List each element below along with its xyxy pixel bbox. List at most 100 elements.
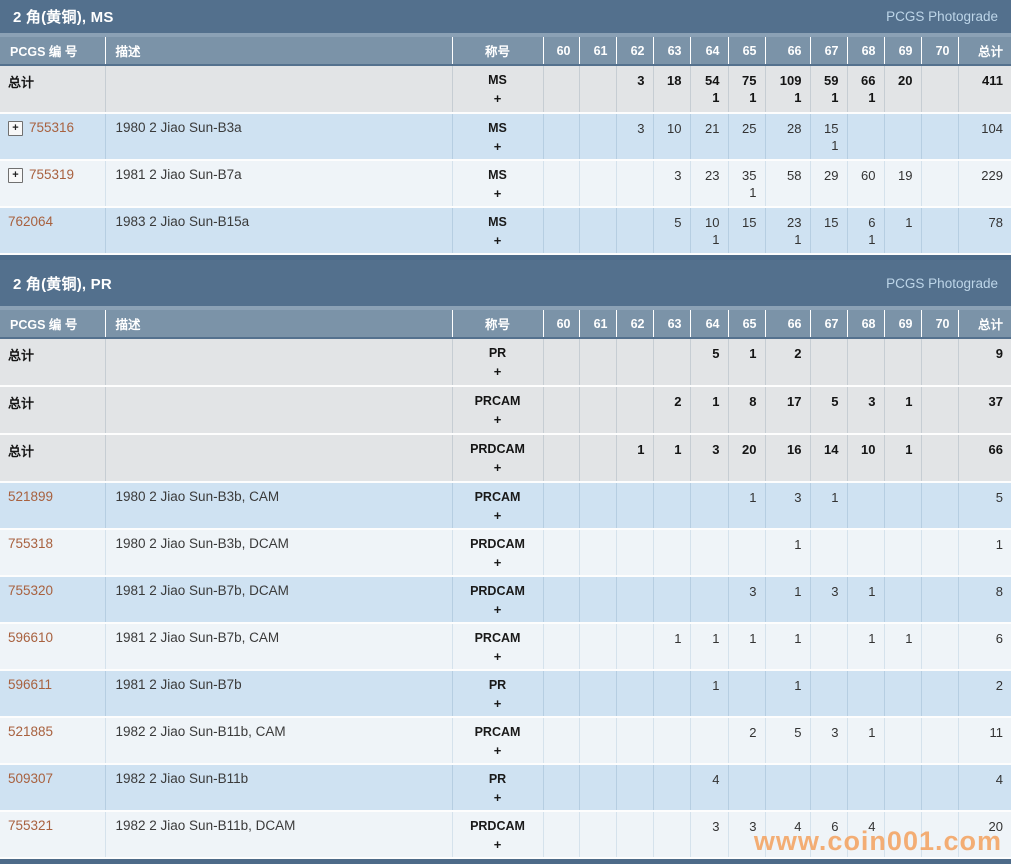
grade-cell-60 [543, 576, 580, 624]
pcgs-number-link[interactable]: 521899 [8, 489, 54, 504]
grade-value: 3 [712, 442, 720, 457]
grade-cell-63 [653, 717, 691, 765]
grade-cell-69 [884, 529, 922, 577]
grade-cell-64: 1 [690, 670, 729, 718]
grade-cell-68 [847, 113, 885, 161]
total-value: 66 [988, 442, 1003, 457]
grade-value: 3 [712, 819, 720, 834]
grade-cell-70 [921, 670, 959, 718]
designation-plus-label: + [493, 460, 502, 475]
designation-label: PRDCAM [470, 819, 525, 833]
total-cell: 9 [958, 338, 1011, 387]
grade-cell-70 [921, 338, 959, 387]
designation-label: MS [488, 73, 507, 87]
grade-value: 17 [787, 394, 802, 409]
column-header-grade-67: 67 [810, 37, 848, 66]
grade-cell-62 [616, 764, 654, 812]
column-header-pcgs-number: PCGS 编 号 [0, 310, 106, 339]
pcgs-number-link[interactable]: 596610 [8, 630, 54, 645]
grade-cell-61 [579, 670, 617, 718]
grade-cell-70 [921, 207, 959, 255]
grade-value: 18 [667, 73, 682, 88]
grade-cell-70 [921, 434, 959, 483]
photograde-link[interactable]: PCGS Photograde [886, 275, 998, 291]
grade-cell-65 [728, 529, 766, 577]
expand-icon[interactable]: + [8, 121, 23, 136]
grade-cell-61 [579, 482, 617, 530]
designation-plus-label: + [493, 555, 502, 570]
designation-plus-label: + [493, 837, 502, 852]
pcgs-number-link[interactable]: 596611 [8, 677, 53, 692]
grade-cell-62 [616, 623, 654, 671]
grade-cell-70 [921, 529, 959, 577]
grade-cell-64: 54 1 [690, 65, 729, 114]
grade-cell-67: 15 1 [810, 113, 848, 161]
designation-cell: PRDCAM + [452, 811, 544, 859]
table-row: +755319 1981 2 Jiao Sun-B7a MS +3 23 35 1 58 29 6… [0, 160, 1011, 208]
total-cell: 229 [958, 160, 1011, 208]
description-cell: 1981 2 Jiao Sun-B7a [105, 160, 453, 208]
total-value: 1 [995, 537, 1003, 552]
grade-cell-70 [921, 764, 959, 812]
grade-cell-67: 6 [810, 811, 848, 859]
grade-value: 1 [905, 215, 913, 230]
description-cell: 1981 2 Jiao Sun-B7b, CAM [105, 623, 453, 671]
grade-cell-60 [543, 529, 580, 577]
designation-label: PRDCAM [470, 442, 525, 456]
grade-cell-62: 1 [616, 434, 654, 483]
pcgs-number-link[interactable]: 755318 [8, 536, 54, 551]
designation-cell: PRDCAM + [452, 576, 544, 624]
pcgs-number-link[interactable]: 755321 [8, 818, 54, 833]
grade-cell-66: 23 1 [765, 207, 811, 255]
pcgs-number-link[interactable]: 762064 [8, 214, 54, 229]
pcgs-number-link[interactable]: 755319 [29, 167, 75, 182]
grade-cell-60 [543, 623, 580, 671]
grade-value: 10 [667, 121, 682, 136]
pcgs-number-link[interactable]: 521885 [8, 724, 54, 739]
grade-cell-68: 1 [847, 576, 885, 624]
column-header-grade-65: 65 [728, 37, 766, 66]
grade-cell-63: 18 [653, 65, 691, 114]
grade-value: 3 [831, 725, 839, 740]
total-row: 总计 PR +5 1 2 9 [0, 338, 1011, 387]
grade-plus-value: 1 [712, 232, 720, 247]
grade-cell-62 [616, 717, 654, 765]
designation-cell: PRCAM + [452, 717, 544, 765]
total-value: 9 [995, 346, 1003, 361]
grade-cell-70 [921, 717, 959, 765]
expand-icon[interactable]: + [8, 168, 23, 183]
table-row: +755316 1980 2 Jiao Sun-B3a MS +3 10 21 25 28 15… [0, 113, 1011, 161]
total-cell: 11 [958, 717, 1011, 765]
pcgs-number-cell: 762064 [0, 207, 106, 255]
pcgs-number-link[interactable]: 509307 [8, 771, 54, 786]
column-header-designation: 称号 [452, 37, 544, 66]
designation-label: PRCAM [474, 394, 521, 408]
grade-value: 5 [674, 215, 682, 230]
pcgs-number-link[interactable]: 755316 [29, 120, 75, 135]
grade-cell-64: 23 [690, 160, 729, 208]
pcgs-number-cell: 755320 [0, 576, 106, 624]
grade-cell-70 [921, 576, 959, 624]
column-header-grade-69: 69 [884, 37, 922, 66]
pcgs-number-link[interactable]: 755320 [8, 583, 54, 598]
grade-value: 4 [868, 819, 876, 834]
population-table: PCGS 编 号描述 称号 60 61 62 63 64 65 66 67 68 69 70 总计 总计 M… [0, 37, 1011, 255]
grade-plus-value: 1 [794, 90, 802, 105]
grade-cell-66: 16 [765, 434, 811, 483]
grade-cell-62 [616, 670, 654, 718]
grade-cell-64 [690, 576, 729, 624]
grade-cell-66: 17 [765, 386, 811, 435]
grade-cell-64 [690, 529, 729, 577]
grade-cell-60 [543, 482, 580, 530]
grade-cell-62 [616, 338, 654, 387]
grade-cell-69: 1 [884, 207, 922, 255]
designation-label: PRDCAM [470, 537, 525, 551]
grade-cell-63 [653, 670, 691, 718]
grade-value: 15 [824, 121, 839, 136]
photograde-link[interactable]: PCGS Photograde [886, 9, 998, 24]
grade-plus-value: 1 [868, 232, 876, 247]
grade-value: 59 [824, 73, 839, 88]
grade-cell-67 [810, 338, 848, 387]
grade-cell-61 [579, 434, 617, 483]
total-value: 411 [982, 73, 1003, 88]
